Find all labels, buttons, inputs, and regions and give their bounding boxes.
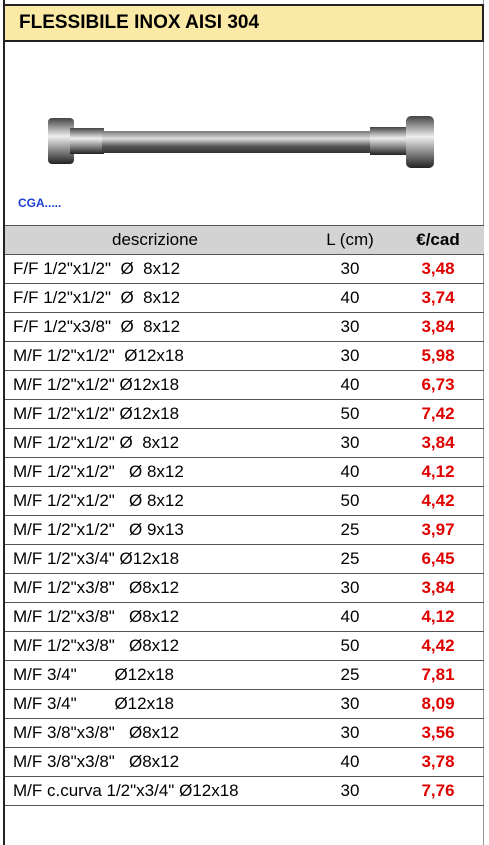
price: 4,12 <box>395 603 481 631</box>
length: 50 <box>305 487 395 515</box>
description: M/F 1/2"x3/8" Ø8x12 <box>13 603 179 631</box>
length: 40 <box>305 284 395 312</box>
description: M/F 1/2"x1/2" Ø 9x13 <box>13 516 184 544</box>
price: 6,45 <box>395 545 481 573</box>
length: 30 <box>305 719 395 747</box>
description: M/F 1/2"x1/2" Ø12x18 <box>13 342 184 370</box>
description: M/F 3/8"x3/8" Ø8x12 <box>13 719 179 747</box>
price: 3,97 <box>395 516 481 544</box>
length: 40 <box>305 603 395 631</box>
length: 25 <box>305 661 395 689</box>
price: 5,98 <box>395 342 481 370</box>
price: 6,73 <box>395 371 481 399</box>
length: 50 <box>305 400 395 428</box>
description: M/F 1/2"x1/2" Ø 8x12 <box>13 487 184 515</box>
length: 30 <box>305 429 395 457</box>
description: M/F c.curva 1/2"x3/4" Ø12x18 <box>13 777 239 805</box>
length: 25 <box>305 516 395 544</box>
length: 30 <box>305 313 395 341</box>
description: M/F 1/2"x1/2" Ø 8x12 <box>13 429 179 457</box>
price: 7,76 <box>395 777 481 805</box>
description: F/F 1/2"x3/8" Ø 8x12 <box>13 313 180 341</box>
description: M/F 1/2"x3/8" Ø8x12 <box>13 574 179 602</box>
length: 30 <box>305 777 395 805</box>
description: F/F 1/2"x1/2" Ø 8x12 <box>13 255 180 283</box>
description: M/F 1/2"x1/2" Ø12x18 <box>13 400 179 428</box>
length: 30 <box>305 574 395 602</box>
price: 3,48 <box>395 255 481 283</box>
column-header: €/cad <box>395 226 481 254</box>
price: 3,56 <box>395 719 481 747</box>
column-header: L (cm) <box>305 226 395 254</box>
price: 3,78 <box>395 748 481 776</box>
length: 50 <box>305 632 395 660</box>
price: 3,84 <box>395 429 481 457</box>
length: 30 <box>305 255 395 283</box>
price: 4,42 <box>395 632 481 660</box>
price: 3,74 <box>395 284 481 312</box>
title: FLESSIBILE INOX AISI 304 <box>3 4 484 42</box>
length: 30 <box>305 690 395 718</box>
hose-image <box>40 108 440 178</box>
description: M/F 1/2"x1/2" Ø12x18 <box>13 371 179 399</box>
column-header: descrizione <box>5 226 305 254</box>
length: 40 <box>305 458 395 486</box>
price: 7,42 <box>395 400 481 428</box>
description: M/F 1/2"x3/8" Ø8x12 <box>13 632 179 660</box>
page: FLESSIBILE INOX AISI 304 CGA..... descri… <box>0 0 489 845</box>
price: 3,84 <box>395 313 481 341</box>
description: M/F 3/4" Ø12x18 <box>13 661 174 689</box>
length: 30 <box>305 342 395 370</box>
description: M/F 3/4" Ø12x18 <box>13 690 174 718</box>
price: 4,12 <box>395 458 481 486</box>
price: 4,42 <box>395 487 481 515</box>
description: M/F 3/8"x3/8" Ø8x12 <box>13 748 179 776</box>
product-code: CGA..... <box>18 196 61 210</box>
length: 40 <box>305 748 395 776</box>
description: M/F 1/2"x1/2" Ø 8x12 <box>13 458 184 486</box>
description: M/F 1/2"x3/4" Ø12x18 <box>13 545 179 573</box>
price: 8,09 <box>395 690 481 718</box>
length: 25 <box>305 545 395 573</box>
price: 3,84 <box>395 574 481 602</box>
length: 40 <box>305 371 395 399</box>
price: 7,81 <box>395 661 481 689</box>
description: F/F 1/2"x1/2" Ø 8x12 <box>13 284 180 312</box>
